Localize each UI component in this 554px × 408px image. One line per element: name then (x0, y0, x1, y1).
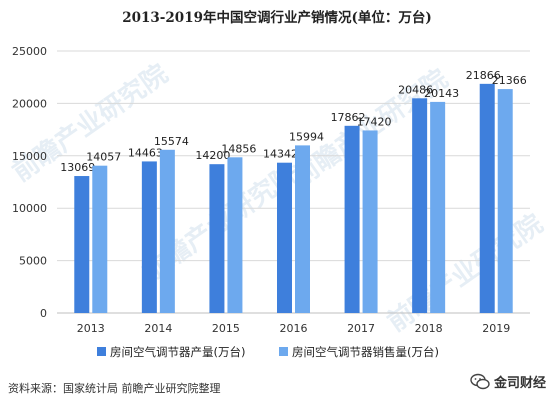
bar (412, 98, 428, 313)
bar (497, 89, 513, 313)
bar (295, 145, 310, 313)
bar (92, 165, 108, 313)
logo: 金司财经 (470, 372, 546, 391)
x-tick-label: 2013 (77, 322, 105, 335)
bar (430, 101, 446, 313)
bar (159, 149, 175, 313)
x-tick-label: 2018 (415, 322, 443, 335)
legend-label: 房间空气调节器销售量(万台) (292, 345, 439, 359)
x-tick-label: 2014 (144, 322, 172, 335)
x-tick-label: 2015 (212, 322, 240, 335)
data-label: 15574 (154, 135, 189, 148)
y-tick-label: 20000 (12, 97, 47, 110)
legend-swatch (279, 347, 288, 356)
x-tick-label: 2016 (280, 322, 308, 335)
wechat-bubble-icon (470, 373, 490, 389)
bar (344, 125, 360, 313)
x-tick-label: 2017 (347, 322, 375, 335)
y-tick-label: 0 (40, 307, 47, 320)
y-tick-label: 15000 (12, 150, 47, 163)
y-axis: 0 5000 10000 15000 20000 25000 (12, 45, 47, 320)
source-note: 资料来源：国家统计局 前瞻产业研究院整理 (8, 382, 221, 395)
x-tick-label: 2019 (482, 322, 510, 335)
data-label: 14342 (263, 148, 298, 161)
y-tick-label: 25000 (12, 45, 47, 58)
legend-label: 房间空气调节器产量(万台) (110, 345, 245, 359)
watermark-text: 前瞻产业研究院 (382, 208, 549, 338)
data-label: 17862 (331, 111, 366, 124)
x-axis: 2013 2014 2015 2016 2017 2018 2019 (77, 322, 510, 335)
grid-lines (57, 50, 530, 314)
data-label: 21866 (466, 69, 501, 82)
bar (227, 157, 243, 313)
bar (362, 130, 378, 313)
chart-title: 2013-2019年中国空调行业产销情况(单位：万台) (122, 9, 432, 26)
data-label: 20486 (398, 83, 433, 96)
data-label: 13069 (60, 161, 95, 174)
bar (277, 162, 292, 313)
bar (141, 161, 157, 313)
y-tick-label: 10000 (12, 202, 47, 215)
legend-swatch (97, 347, 106, 356)
y-tick-label: 5000 (19, 255, 47, 268)
data-label: 14200 (195, 149, 230, 162)
bar (74, 176, 90, 313)
legend: 房间空气调节器产量(万台) 房间空气调节器销售量(万台) (97, 345, 439, 359)
data-label: 17420 (357, 115, 392, 128)
data-label: 15994 (289, 130, 324, 143)
data-label: 14463 (128, 146, 163, 159)
logo-text: 金司财经 (493, 376, 546, 391)
data-label: 20143 (424, 87, 459, 100)
data-label: 21366 (492, 74, 527, 87)
data-label: 14057 (86, 151, 121, 164)
data-label: 14856 (221, 142, 256, 155)
bar (479, 83, 495, 313)
bar (209, 164, 225, 313)
